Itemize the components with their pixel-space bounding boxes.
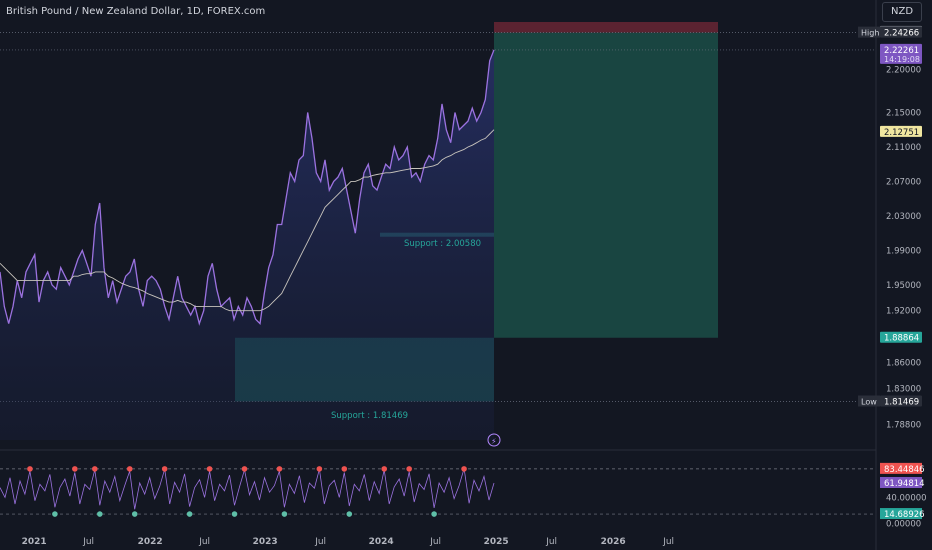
time-axis-tick: 2024 bbox=[369, 537, 394, 547]
price-area bbox=[0, 49, 494, 441]
overbought-dot bbox=[276, 466, 283, 472]
price-axis-tick: 2.03000 bbox=[886, 212, 921, 222]
price-tag-marker-label: High bbox=[861, 29, 879, 38]
time-axis-tick: 2025 bbox=[484, 537, 509, 547]
price-axis-tick: 2.15000 bbox=[886, 108, 921, 118]
price-axis-tick: 2.20000 bbox=[886, 65, 921, 75]
price-axis-tick: 2.07000 bbox=[886, 177, 921, 187]
time-axis-tick: Jul bbox=[82, 537, 94, 547]
price-tag-label: 2.12751 bbox=[884, 128, 919, 138]
overbought-dot bbox=[72, 466, 78, 472]
time-axis-tick: 2021 bbox=[22, 537, 47, 547]
price-axis-tick: 1.86000 bbox=[886, 358, 921, 368]
overbought-dot bbox=[381, 466, 388, 472]
overbought-dot bbox=[406, 466, 412, 472]
event-icon[interactable] bbox=[487, 433, 501, 447]
osc-tag-label: 61.94814 bbox=[884, 479, 925, 489]
oversold-dot bbox=[281, 511, 288, 517]
overbought-dot bbox=[316, 466, 323, 472]
time-axis-tick: Jul bbox=[662, 537, 674, 547]
event-icon-glyph: ⚡ bbox=[491, 437, 497, 446]
price-tag bbox=[880, 43, 922, 64]
price-axis-tick: 1.95000 bbox=[886, 281, 921, 291]
overbought-dot bbox=[27, 466, 33, 472]
price-axis-tick: 2.11000 bbox=[886, 143, 921, 153]
time-axis-tick: 2023 bbox=[253, 537, 278, 547]
osc-tag-label: 14.68926 bbox=[884, 510, 925, 520]
price-tag-marker-label: Low bbox=[861, 397, 877, 406]
overbought-dot bbox=[92, 466, 98, 472]
time-axis-tick: Jul bbox=[198, 537, 210, 547]
moving-average-line[interactable] bbox=[0, 129, 495, 312]
price-axis-tick: 1.78800 bbox=[886, 420, 921, 430]
osc-axis-tick: 0.00000 bbox=[886, 520, 921, 530]
osc-tag-label: 83.44846 bbox=[884, 465, 925, 475]
price-axis-tick: 1.92000 bbox=[886, 307, 921, 317]
time-axis-tick: 2026 bbox=[601, 537, 626, 547]
price-tag-marker bbox=[858, 395, 880, 407]
price-tag-label: 2.24266 bbox=[884, 29, 919, 39]
currency-button[interactable]: NZD bbox=[882, 2, 922, 22]
support-label: Support : 2.00580 bbox=[404, 239, 481, 249]
overbought-dot bbox=[206, 466, 213, 472]
overbought-dot bbox=[241, 466, 248, 472]
overbought-dot bbox=[126, 466, 133, 472]
osc-axis-tick: 40.00000 bbox=[886, 493, 927, 503]
price-tag bbox=[880, 331, 922, 343]
oversold-dot bbox=[96, 511, 103, 517]
overbought-dot bbox=[461, 466, 467, 472]
price-tag-countdown: 14:19:08 bbox=[884, 55, 920, 64]
price-tag bbox=[880, 395, 922, 407]
time-axis-tick: Jul bbox=[429, 537, 441, 547]
oversold-dot bbox=[186, 511, 193, 517]
price-tag-marker bbox=[858, 26, 880, 38]
oversold-dot bbox=[231, 511, 238, 517]
oversold-dot bbox=[131, 511, 138, 517]
osc-tag bbox=[880, 462, 922, 474]
oversold-dot bbox=[52, 511, 58, 517]
oversold-dot bbox=[346, 511, 353, 517]
price-axis-tick: 1.83000 bbox=[886, 384, 921, 394]
price-axis-tick: 1.99000 bbox=[886, 246, 921, 256]
price-tag-label: 1.88864 bbox=[884, 334, 919, 344]
overbought-dot bbox=[341, 466, 348, 472]
oscillator-line[interactable] bbox=[0, 468, 495, 510]
price-tag-label: 2.22261 bbox=[884, 46, 919, 56]
support-label: Support : 1.81469 bbox=[331, 411, 408, 421]
price-tag bbox=[880, 26, 922, 38]
osc-tag bbox=[880, 477, 922, 489]
stop-loss-zone[interactable] bbox=[494, 22, 718, 33]
price-tag bbox=[880, 125, 922, 137]
time-axis-tick: Jul bbox=[545, 537, 557, 547]
take-profit-zone[interactable] bbox=[494, 32, 718, 338]
time-axis-tick: Jul bbox=[314, 537, 326, 547]
time-axis-tick: 2022 bbox=[138, 537, 163, 547]
price-line[interactable] bbox=[0, 49, 495, 326]
symbol-title: British Pound / New Zealand Dollar, 1D, … bbox=[6, 6, 266, 17]
osc-tag bbox=[880, 508, 922, 520]
price-tag-label: 1.81469 bbox=[884, 397, 919, 407]
overbought-dot bbox=[161, 466, 168, 472]
oversold-dot bbox=[431, 511, 437, 517]
